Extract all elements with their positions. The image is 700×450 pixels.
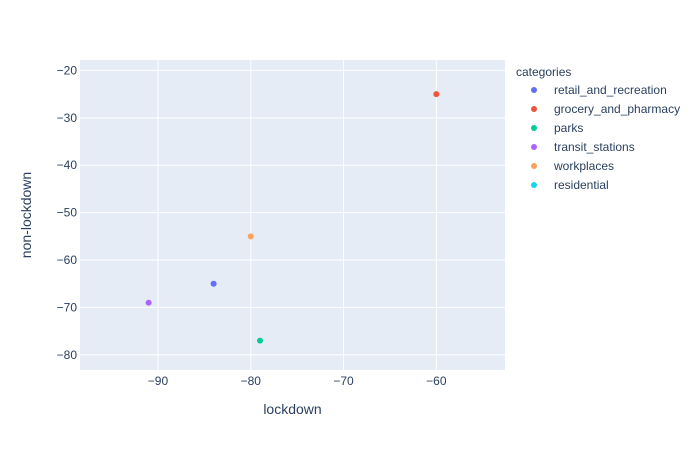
y-tick-label: −70 [57, 300, 78, 314]
legend-item-parks[interactable]: parks [531, 121, 583, 135]
legend-item-retail-and-recreation[interactable]: retail_and_recreation [531, 83, 667, 97]
legend-label: retail_and_recreation [554, 83, 667, 97]
legend-item-grocery-and-pharmacy[interactable]: grocery_and_pharmacy [531, 102, 680, 116]
legend-marker [531, 87, 537, 93]
plot-area [80, 60, 505, 370]
point-retail-and-recreation[interactable] [210, 280, 217, 287]
y-tick-label: −60 [57, 253, 78, 267]
legend[interactable]: retail_and_recreation grocery_and_pharmac… [531, 83, 680, 192]
legend-label: residential [554, 178, 609, 192]
y-tick-labels: −80 −70 −60 −50 −40 −30 −20 [57, 63, 78, 361]
legend-item-transit-stations[interactable]: transit_stations [531, 140, 635, 154]
y-tick-label: −20 [57, 63, 78, 77]
x-axis-title: lockdown [263, 401, 321, 417]
x-tick-label: −70 [333, 374, 354, 388]
legend-item-residential[interactable]: residential [531, 178, 609, 192]
x-tick-label: −90 [148, 374, 169, 388]
legend-marker [531, 182, 537, 188]
x-tick-label: −80 [241, 374, 262, 388]
point-grocery-and-pharmacy[interactable] [433, 91, 440, 98]
legend-marker [531, 163, 537, 169]
y-tick-label: −50 [57, 206, 78, 220]
grid [80, 60, 505, 370]
x-tick-label: −60 [426, 374, 447, 388]
point-workplaces[interactable] [247, 233, 254, 240]
x-tick-labels: −90 −80 −70 −60 [148, 374, 447, 388]
legend-item-workplaces[interactable]: workplaces [531, 159, 614, 173]
y-tick-label: −30 [57, 111, 78, 125]
legend-label: workplaces [553, 159, 614, 173]
y-tick-label: −40 [57, 158, 78, 172]
y-tick-label: −80 [57, 348, 78, 362]
legend-marker [531, 106, 537, 112]
legend-title: categories [516, 65, 571, 79]
legend-marker [531, 125, 537, 131]
legend-marker [531, 144, 537, 150]
legend-label: parks [554, 121, 583, 135]
data-points [145, 91, 440, 344]
y-axis-title: non-lockdown [18, 172, 34, 258]
legend-label: grocery_and_pharmacy [554, 102, 680, 116]
point-transit-stations[interactable] [145, 299, 152, 306]
point-parks[interactable] [257, 337, 264, 344]
legend-label: transit_stations [554, 140, 635, 154]
